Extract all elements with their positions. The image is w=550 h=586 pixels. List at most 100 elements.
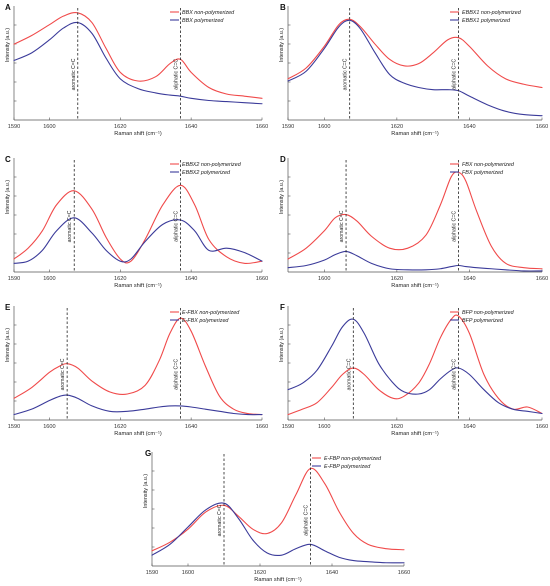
x-axis-label-c: Raman shift (cm⁻¹) bbox=[114, 283, 162, 289]
panel-c: C 1590 1600 1620 1640 1660 Raman shift (cm⁻¹) I… bbox=[5, 155, 268, 289]
x-tick-label-g: 1660 bbox=[398, 570, 410, 576]
aliphatic-marker-label-e: aliphatic C=C bbox=[174, 359, 180, 390]
x-tick-label-g: 1640 bbox=[326, 570, 338, 576]
x-tick-label-f: 1600 bbox=[318, 424, 330, 430]
aliphatic-marker-label-g: aliphatic C=C bbox=[303, 505, 309, 536]
x-axis-label-e: Raman shift (cm⁻¹) bbox=[114, 431, 162, 437]
legend-label-g: E-FBP polymerized bbox=[324, 464, 371, 470]
x-tick-label-d: 1660 bbox=[536, 276, 548, 282]
legend-label-f: BFP polymerized bbox=[462, 318, 504, 324]
panel-label-a: A bbox=[5, 3, 11, 12]
non-polymerized-line-f bbox=[287, 314, 543, 416]
x-tick-label-c: 1600 bbox=[43, 276, 55, 282]
x-tick-label-a: 1590 bbox=[8, 124, 20, 130]
x-axis-label-f: Raman shift (cm⁻¹) bbox=[391, 431, 439, 437]
legend-label-g: E-FBP non-polymerized bbox=[324, 456, 382, 462]
legend-label-d: FBX non-polymerized bbox=[462, 162, 515, 168]
panel-label-g: G bbox=[145, 449, 151, 458]
x-tick-label-a: 1620 bbox=[114, 124, 126, 130]
non-polymerized-line-e bbox=[13, 317, 263, 416]
non-polymerized-line-d bbox=[287, 171, 543, 270]
legend-label-c: EBBX2 polymerized bbox=[182, 170, 231, 176]
legend-label-d: FBX polymerized bbox=[462, 170, 504, 176]
non-polymerized-line-g bbox=[151, 467, 405, 552]
aromatic-marker-label-e: aromatic C=C bbox=[60, 358, 66, 390]
panel-label-c: C bbox=[5, 155, 11, 164]
legend-label-a: BBX polymerized bbox=[182, 18, 224, 24]
polymerized-line-b bbox=[287, 19, 543, 117]
panel-b: B 1590 1600 1620 1640 1660 Raman shift (cm⁻¹) I… bbox=[279, 3, 548, 137]
polymerized-line-d bbox=[287, 250, 543, 272]
x-tick-label-d: 1620 bbox=[391, 276, 403, 282]
panel-label-d: D bbox=[280, 155, 286, 164]
legend-label-f: BFP non-polymerized bbox=[462, 310, 515, 316]
aromatic-marker-label-d: aromatic C=C bbox=[339, 210, 345, 242]
x-tick-label-g: 1620 bbox=[254, 570, 266, 576]
aliphatic-marker-label-b: aliphatic C=C bbox=[452, 59, 458, 90]
polymerized-line-g bbox=[151, 502, 405, 564]
non-polymerized-line-b bbox=[287, 18, 543, 89]
x-axis-label-g: Raman shift (cm⁻¹) bbox=[254, 577, 302, 583]
aromatic-marker-label-f: aromatic C=C bbox=[346, 358, 352, 390]
non-polymerized-line-c bbox=[13, 184, 263, 265]
x-tick-label-a: 1660 bbox=[256, 124, 268, 130]
x-tick-label-e: 1640 bbox=[185, 424, 197, 430]
x-tick-label-a: 1640 bbox=[185, 124, 197, 130]
x-tick-label-c: 1640 bbox=[185, 276, 197, 282]
x-tick-label-g: 1600 bbox=[182, 570, 194, 576]
x-tick-label-f: 1590 bbox=[282, 424, 294, 430]
legend-label-e: E-FBX polymerized bbox=[182, 318, 229, 324]
legend-label-b: EBBX1 non-polymerized bbox=[462, 10, 522, 16]
y-axis-label-g: Intensity (a.u.) bbox=[143, 474, 149, 508]
aliphatic-marker-label-f: aliphatic C=C bbox=[452, 359, 458, 390]
aromatic-marker-label-c: aromatic C=C bbox=[67, 210, 73, 242]
y-axis-label-a: Intensity (a.u.) bbox=[5, 28, 11, 62]
panel-f: F 1590 1600 1620 1640 1660 Raman shift (cm⁻¹) I… bbox=[279, 303, 548, 437]
polymerized-line-a bbox=[13, 21, 263, 105]
x-axis-label-a: Raman shift (cm⁻¹) bbox=[114, 131, 162, 137]
x-tick-label-b: 1600 bbox=[318, 124, 330, 130]
non-polymerized-line-a bbox=[13, 11, 263, 99]
x-tick-label-c: 1660 bbox=[256, 276, 268, 282]
x-tick-label-e: 1620 bbox=[114, 424, 126, 430]
x-tick-label-e: 1590 bbox=[8, 424, 20, 430]
aromatic-marker-label-b: aromatic C=C bbox=[343, 58, 349, 90]
y-axis-label-f: Intensity (a.u.) bbox=[279, 328, 285, 362]
panel-label-e: E bbox=[5, 303, 11, 312]
aliphatic-marker-label-a: aliphatic C=C bbox=[174, 59, 180, 90]
panel-label-f: F bbox=[280, 303, 285, 312]
x-axis-label-b: Raman shift (cm⁻¹) bbox=[391, 131, 439, 137]
x-tick-label-b: 1590 bbox=[282, 124, 294, 130]
y-axis-label-d: Intensity (a.u.) bbox=[279, 180, 285, 214]
x-tick-label-c: 1620 bbox=[114, 276, 126, 282]
x-axis-label-d: Raman shift (cm⁻¹) bbox=[391, 283, 439, 289]
x-tick-label-b: 1660 bbox=[536, 124, 548, 130]
x-tick-label-g: 1590 bbox=[146, 570, 158, 576]
legend-label-a: BBX non-polymerized bbox=[182, 10, 235, 16]
legend-label-c: EBBX2 non-polymerized bbox=[182, 162, 242, 168]
x-tick-label-f: 1660 bbox=[536, 424, 548, 430]
x-tick-label-d: 1640 bbox=[463, 276, 475, 282]
x-tick-label-c: 1590 bbox=[8, 276, 20, 282]
polymerized-line-c bbox=[13, 217, 263, 264]
x-tick-label-d: 1600 bbox=[318, 276, 330, 282]
x-tick-label-e: 1600 bbox=[43, 424, 55, 430]
y-axis-label-b: Intensity (a.u.) bbox=[279, 28, 285, 62]
x-tick-label-f: 1640 bbox=[463, 424, 475, 430]
x-tick-label-b: 1640 bbox=[463, 124, 475, 130]
aromatic-marker-label-g: aromatic C=C bbox=[217, 504, 223, 536]
polymerized-line-f bbox=[287, 318, 543, 415]
y-axis-label-e: Intensity (a.u.) bbox=[5, 328, 11, 362]
x-tick-label-b: 1620 bbox=[391, 124, 403, 130]
polymerized-line-e bbox=[13, 394, 263, 416]
legend-label-b: EBBX1 polymerized bbox=[462, 18, 511, 24]
y-axis-label-c: Intensity (a.u.) bbox=[5, 180, 11, 214]
x-tick-label-f: 1620 bbox=[391, 424, 403, 430]
panel-label-b: B bbox=[280, 3, 286, 12]
legend-label-e: E-FBX non-polymerized bbox=[182, 310, 240, 316]
aliphatic-marker-label-c: aliphatic C=C bbox=[174, 211, 180, 242]
x-tick-label-e: 1660 bbox=[256, 424, 268, 430]
aromatic-marker-label-a: aromatic C=C bbox=[71, 58, 77, 90]
x-tick-label-a: 1600 bbox=[43, 124, 55, 130]
